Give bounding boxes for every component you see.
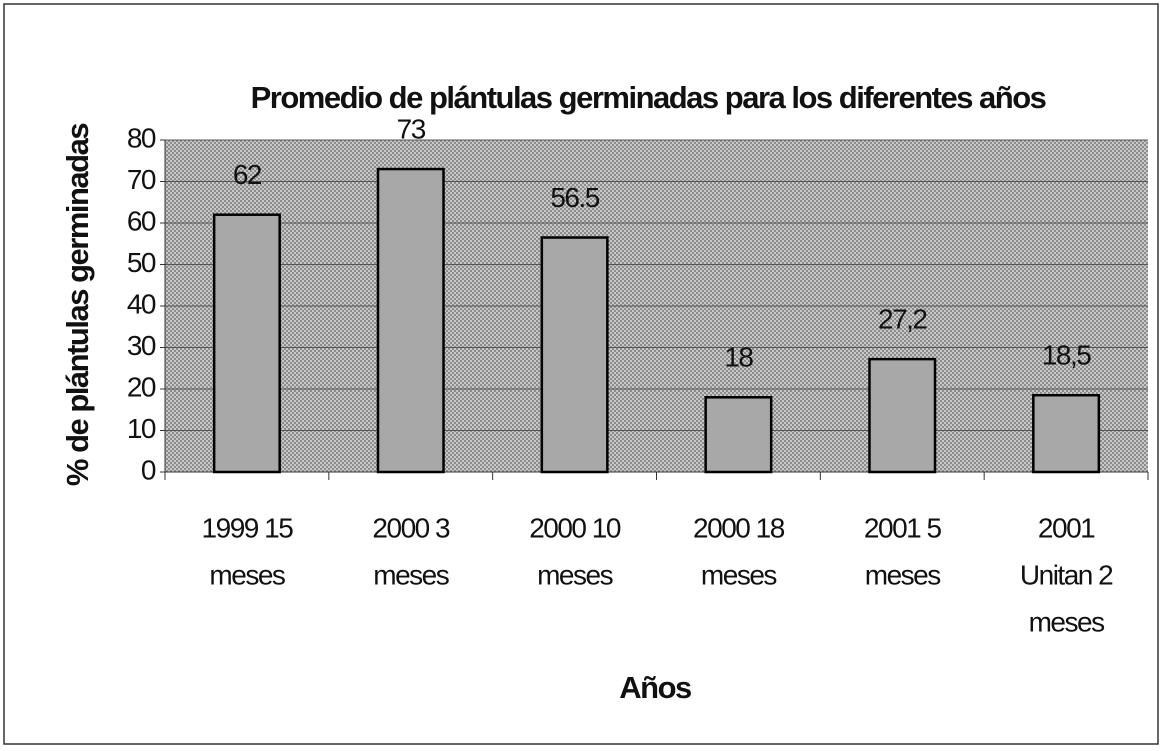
y-tick-label: 20 bbox=[127, 371, 156, 402]
bar bbox=[704, 396, 773, 474]
chart-title: Promedio de plántulas germinadas para lo… bbox=[251, 80, 1046, 115]
y-tick-label: 60 bbox=[127, 205, 156, 236]
x-tick-label: meses bbox=[865, 559, 940, 590]
y-tick-label: 30 bbox=[127, 330, 156, 361]
y-tick-label: 80 bbox=[127, 122, 156, 153]
x-tick-label: 1999 15 bbox=[202, 512, 294, 543]
bar bbox=[540, 236, 609, 474]
bar bbox=[1032, 393, 1101, 474]
x-tick-label: meses bbox=[537, 559, 612, 590]
bar bbox=[212, 213, 281, 474]
x-axis-label: Años bbox=[619, 670, 691, 705]
x-tick-label: Unitan 2 bbox=[1020, 559, 1113, 590]
y-tick-label: 10 bbox=[127, 413, 156, 444]
data-label: 18,5 bbox=[1042, 340, 1091, 371]
x-tick-label: meses bbox=[373, 559, 448, 590]
data-label: 56.5 bbox=[550, 182, 599, 213]
y-axis-label: % de plántulas germinadas bbox=[60, 124, 95, 486]
x-tick-label: 2000 18 bbox=[693, 512, 785, 543]
x-tick-label: 2001 5 bbox=[864, 512, 942, 543]
x-tick-label: meses bbox=[1029, 606, 1104, 637]
data-label: 62 bbox=[233, 159, 262, 190]
data-label: 18 bbox=[724, 342, 753, 373]
x-tick-label: 2000 3 bbox=[372, 512, 450, 543]
data-label: 73 bbox=[397, 113, 426, 144]
data-label: 27,2 bbox=[878, 304, 927, 335]
x-tick-label: 2001 bbox=[1038, 512, 1095, 543]
y-tick-label: 0 bbox=[141, 454, 156, 485]
y-tick-label: 50 bbox=[127, 247, 156, 278]
x-tick-label: meses bbox=[209, 559, 284, 590]
x-tick-label: meses bbox=[701, 559, 776, 590]
bar bbox=[868, 357, 937, 474]
y-tick-label: 40 bbox=[127, 288, 156, 319]
x-tick-label: 2000 10 bbox=[529, 512, 621, 543]
y-tick-label: 70 bbox=[127, 164, 156, 195]
bar bbox=[376, 167, 445, 474]
